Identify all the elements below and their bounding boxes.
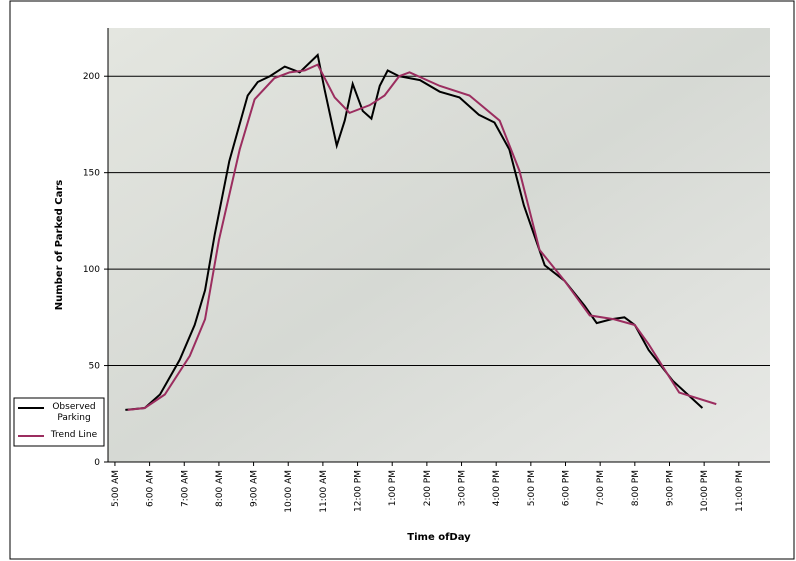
plot-background xyxy=(108,28,770,462)
x-tick-label: 10:00 AM xyxy=(284,470,294,513)
x-tick-label: 6:00 PM xyxy=(562,470,572,506)
x-axis-title: Time ofDay xyxy=(407,532,471,543)
x-tick-label: 5:00 PM xyxy=(527,470,537,506)
x-tick-label: 2:00 PM xyxy=(423,470,433,506)
x-tick-label: 9:00 PM xyxy=(665,470,675,506)
y-tick-label: 200 xyxy=(83,72,100,82)
x-tick-label: 7:00 AM xyxy=(180,470,190,507)
y-tick-label: 100 xyxy=(83,265,100,275)
y-axis-title: Number of Parked Cars xyxy=(54,180,65,311)
x-tick-label: 7:00 PM xyxy=(596,470,606,506)
legend-label: Trend Line xyxy=(46,430,102,441)
chart: Time ofDay Number of Parked Cars 0 50 100 1… xyxy=(0,0,796,561)
x-tick-label: 11:00 PM xyxy=(735,470,745,512)
legend-item: Trend Line xyxy=(46,430,102,456)
x-tick-label: 6:00 AM xyxy=(146,470,156,507)
x-tick-label: 10:00 PM xyxy=(700,470,710,512)
y-tick-label: 150 xyxy=(83,169,100,179)
x-tick-label: 8:00 PM xyxy=(631,470,641,506)
x-tick-label: 3:00 PM xyxy=(458,470,468,506)
x-tick-label: 12:00 PM xyxy=(354,470,364,512)
x-tick-label: 4:00 PM xyxy=(492,470,502,506)
x-tick-label: 11:00 AM xyxy=(319,470,329,513)
legend-label: Observed Parking xyxy=(46,402,102,424)
legend-item: Observed Parking xyxy=(46,402,102,428)
x-tick-label: 8:00 AM xyxy=(215,470,225,507)
x-tick-label: 1:00 PM xyxy=(388,470,398,506)
x-tick-label: 5:00 AM xyxy=(111,470,121,507)
y-tick-label: 0 xyxy=(94,458,100,468)
y-tick-label: 50 xyxy=(89,362,101,372)
x-tick-label: 9:00 AM xyxy=(250,470,260,507)
